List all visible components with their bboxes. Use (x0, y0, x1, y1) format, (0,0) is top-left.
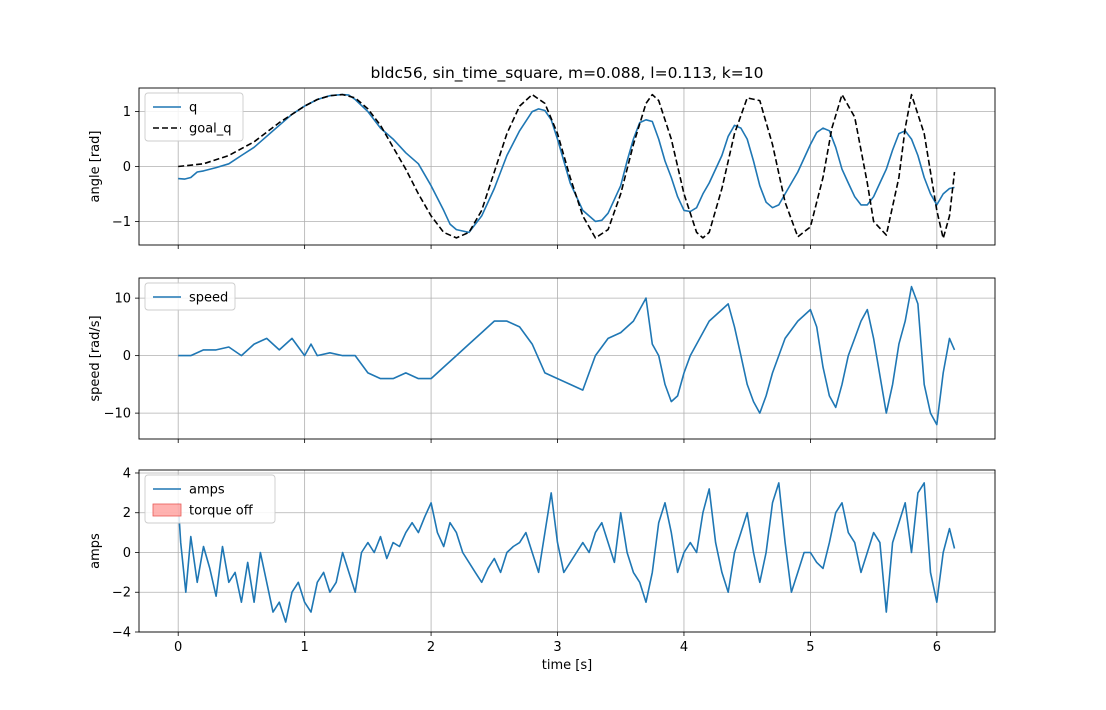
speed-ytick-label-2: 10 (114, 292, 131, 307)
speed-legend-label-speed: speed (189, 291, 228, 306)
speed-legend-box (144, 282, 236, 311)
speed-series-speed-line (178, 285, 956, 426)
speed-legend: speed (144, 282, 236, 311)
chart-title: bldc56, sin_time_square, m=0.088, l=0.11… (371, 64, 764, 83)
amps-legend-label-torque-off: torque off (189, 504, 254, 519)
angle-plot: −1 0 1 angle [rad] q goal_q (88, 87, 996, 249)
amps-ytick-label-0: −4 (112, 626, 131, 641)
amps-ytick-label-2: 0 (123, 546, 131, 561)
angle-ytick-label-0: −1 (112, 215, 131, 230)
amps-legend-swatch-torque-off (152, 503, 182, 517)
amps-plot: −4 −2 0 2 4 0 1 2 3 4 5 6 amps amps torque off (88, 466, 996, 655)
amps-axes-frame (138, 469, 996, 633)
angle-legend-label-q: q (189, 101, 197, 116)
x-axis-label: time [s] (542, 658, 592, 673)
amps-xtick-label-2: 2 (427, 640, 435, 655)
amps-xtick-label-1: 1 (300, 640, 308, 655)
amps-ytick-label-1: −2 (112, 586, 131, 601)
amps-ytick-label-4: 4 (123, 466, 131, 481)
amps-legend-label-amps: amps (189, 483, 225, 498)
amps-xtick-label-0: 0 (174, 640, 182, 655)
angle-series-q-line (178, 93, 955, 234)
angle-ytick-label-2: 1 (123, 105, 131, 120)
speed-plot: −10 0 10 speed [rad/s] speed (88, 277, 996, 443)
angle-legend-label-goal-q: goal_q (189, 122, 232, 137)
amps-y-axis-label: amps (88, 533, 103, 569)
angle-series-goal-q-line (178, 93, 956, 240)
speed-ytick-label-1: 0 (123, 349, 131, 364)
amps-xtick-label-6: 6 (933, 640, 941, 655)
speed-ytick-label-0: −10 (104, 407, 131, 422)
speed-axes-frame (138, 277, 996, 440)
amps-xtick-label-4: 4 (680, 640, 688, 655)
amps-xtick-label-5: 5 (806, 640, 814, 655)
amps-legend: amps torque off (144, 474, 276, 524)
angle-legend: q goal_q (144, 92, 244, 142)
speed-y-axis-label: speed [rad/s] (88, 315, 103, 401)
angle-y-axis-label: angle [rad] (88, 131, 103, 203)
amps-xtick-label-3: 3 (553, 640, 561, 655)
amps-series-amps-line (177, 482, 956, 623)
angle-legend-box (144, 92, 244, 142)
angle-ytick-label-1: 0 (123, 160, 131, 175)
amps-ytick-label-3: 2 (123, 506, 131, 521)
